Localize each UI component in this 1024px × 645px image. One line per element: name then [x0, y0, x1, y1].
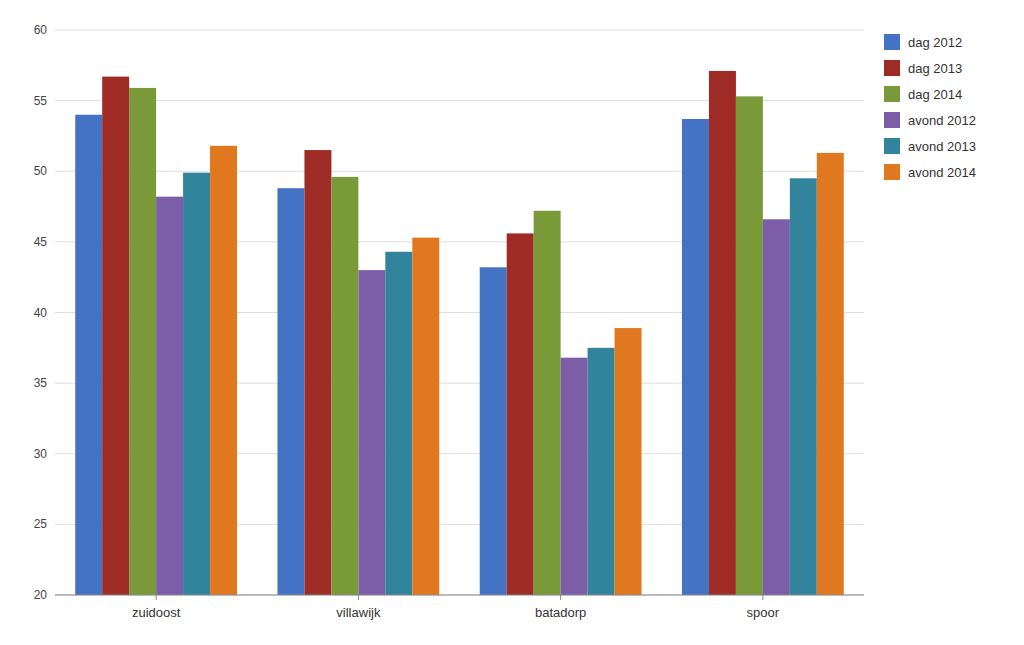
y-tick-label: 60 — [34, 23, 48, 37]
bar: dag 2012: 43.2 — [480, 267, 507, 595]
bar: dag 2014: 55.3 — [736, 96, 763, 595]
x-tick — [156, 595, 157, 600]
bar: dag 2012: 48.8 — [277, 188, 304, 595]
x-tick-label: batadorp — [535, 605, 586, 620]
legend: dag 2012 dag 2013 dag 2014 avond 2012 avond … — [884, 34, 976, 180]
bar: avond 2012: 48.2 — [156, 197, 183, 595]
legend-swatch — [884, 60, 900, 76]
legend-label: avond 2012 — [908, 113, 976, 128]
y-tick-label: 25 — [34, 517, 48, 531]
x-axis: zuidoost villawijk batadorp spoor — [55, 595, 864, 620]
bars: dag 2012: 54 dag 2012: 48.8 dag 2012: 43.2… — [75, 71, 844, 595]
y-tick-label: 20 — [34, 588, 48, 602]
legend-label: dag 2012 — [908, 35, 962, 50]
y-tick-label: 35 — [34, 376, 48, 390]
bar: dag 2013: 57.1 — [709, 71, 736, 595]
legend-swatch — [884, 112, 900, 128]
bar: avond 2012: 46.6 — [763, 219, 790, 595]
y-tick-label: 45 — [34, 235, 48, 249]
bar: dag 2012: 54 — [75, 115, 102, 595]
x-tick — [762, 595, 763, 600]
bar: avond 2014: 45.3 — [412, 238, 439, 595]
bar: avond 2012: 43 — [358, 270, 385, 595]
chart: 202530354045505560dag 2012: 54dag 2012: … — [0, 0, 1024, 645]
y-tick-label: 40 — [34, 306, 48, 320]
bar: avond 2012: 36.8 — [561, 358, 588, 595]
legend-swatch — [884, 86, 900, 102]
legend-label: avond 2013 — [908, 139, 976, 154]
legend-label: avond 2014 — [908, 165, 976, 180]
bar: dag 2014: 49.6 — [331, 177, 358, 595]
bar: dag 2013: 51.5 — [304, 150, 331, 595]
grid-line — [55, 30, 864, 31]
x-tick-label: zuidoost — [132, 605, 181, 620]
legend-swatch — [884, 34, 900, 50]
bar: dag 2013: 45.6 — [507, 233, 534, 595]
x-tick-label: villawijk — [336, 605, 381, 620]
bar: avond 2014: 51.3 — [817, 153, 844, 595]
legend-label: dag 2014 — [908, 87, 962, 102]
legend-swatch — [884, 138, 900, 154]
bar: avond 2014: 38.9 — [615, 328, 642, 595]
y-tick-label: 55 — [34, 94, 48, 108]
bar: avond 2013: 37.5 — [588, 348, 615, 595]
bar: avond 2013: 49.5 — [790, 178, 817, 595]
y-tick-label: 50 — [34, 164, 48, 178]
y-tick-label: 30 — [34, 447, 48, 461]
bar: dag 2013: 56.7 — [102, 77, 129, 595]
bar: avond 2013: 49.9 — [183, 173, 210, 595]
x-tick — [560, 595, 561, 600]
bar: dag 2014: 55.9 — [129, 88, 156, 595]
bar: avond 2014: 51.8 — [210, 146, 237, 595]
bar: dag 2012: 53.7 — [682, 119, 709, 595]
x-tick — [358, 595, 359, 600]
legend-label: dag 2013 — [908, 61, 962, 76]
bar: avond 2013: 44.3 — [385, 252, 412, 595]
bar: dag 2014: 47.2 — [534, 211, 561, 595]
x-axis-line — [55, 595, 864, 596]
x-tick-label: spoor — [747, 605, 780, 620]
legend-swatch — [884, 164, 900, 180]
grid-line — [55, 595, 864, 596]
